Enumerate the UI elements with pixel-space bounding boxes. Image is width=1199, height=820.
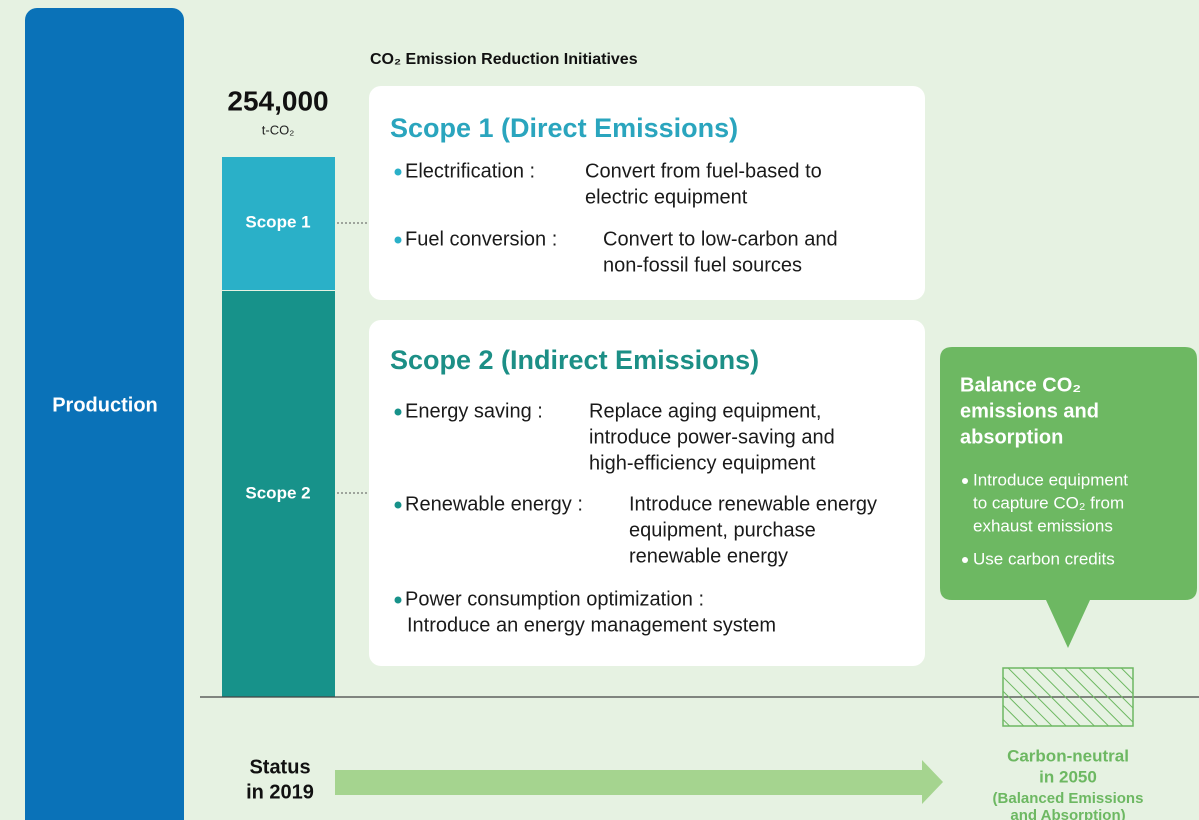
total-unit: t-CO₂: [262, 122, 295, 137]
item-text: Introduce an energy management system: [407, 614, 776, 636]
hatched-box: [1002, 667, 1134, 727]
item-text: high-efficiency equipment: [589, 452, 816, 474]
scope1-bar: [222, 157, 335, 290]
item-label: Energy saving :: [405, 400, 543, 422]
production-bar: [25, 8, 184, 820]
target-label: Carbon-neutral: [1007, 746, 1129, 765]
callout-title: absorption: [960, 426, 1063, 448]
target-label: (Balanced Emissions: [993, 790, 1144, 807]
bar-label: Scope 1: [245, 212, 310, 231]
bullet: [394, 501, 402, 509]
item-text: electric equipment: [585, 186, 748, 208]
item-label: Fuel conversion :: [405, 228, 557, 250]
item-label: Electrification :: [405, 160, 535, 182]
item-label: Renewable energy :: [405, 493, 583, 515]
bullet: [394, 408, 402, 416]
item-text: non-fossil fuel sources: [603, 254, 802, 276]
callout-item: Use carbon credits: [973, 549, 1115, 568]
bullet: [394, 168, 402, 176]
bar-label: Scope 2: [245, 483, 310, 502]
scope-title: Scope 1 (Direct Emissions): [390, 113, 738, 143]
arrow: [335, 760, 943, 804]
baseline-label: Status: [249, 756, 310, 778]
callout-title: emissions and: [960, 400, 1099, 422]
callout-item: Introduce equipment: [973, 470, 1128, 489]
title: CO₂ Emission Reduction Initiatives: [370, 51, 638, 68]
bullet: [394, 596, 402, 604]
item-text: Convert to low-carbon and: [603, 228, 838, 250]
item-text: Introduce renewable energy: [629, 493, 877, 515]
bullet: [962, 478, 968, 484]
item-label: Power consumption optimization :: [405, 588, 704, 610]
callout-item: to capture CO₂ from: [973, 493, 1124, 512]
scope2-bar: [222, 291, 335, 697]
bullet: [394, 236, 402, 244]
scope2-box: [369, 320, 925, 666]
callout-item: exhaust emissions: [973, 516, 1113, 535]
target-label: and Absorption): [1010, 807, 1125, 820]
callout-title: Balance CO₂: [960, 374, 1081, 396]
item-text: equipment, purchase: [629, 519, 816, 541]
total-value: 254,000: [227, 85, 328, 116]
target-label: in 2050: [1039, 767, 1097, 786]
baseline-label: in 2019: [246, 781, 314, 803]
scope-title: Scope 2 (Indirect Emissions): [390, 345, 759, 375]
scope1-box: [369, 86, 925, 300]
item-text: Replace aging equipment,: [589, 400, 821, 422]
production-label: Production: [52, 394, 158, 416]
item-text: introduce power-saving and: [589, 426, 835, 448]
callout: [940, 347, 1197, 648]
item-text: renewable energy: [629, 545, 788, 567]
bullet: [962, 557, 968, 563]
item-text: Convert from fuel-based to: [585, 160, 822, 182]
